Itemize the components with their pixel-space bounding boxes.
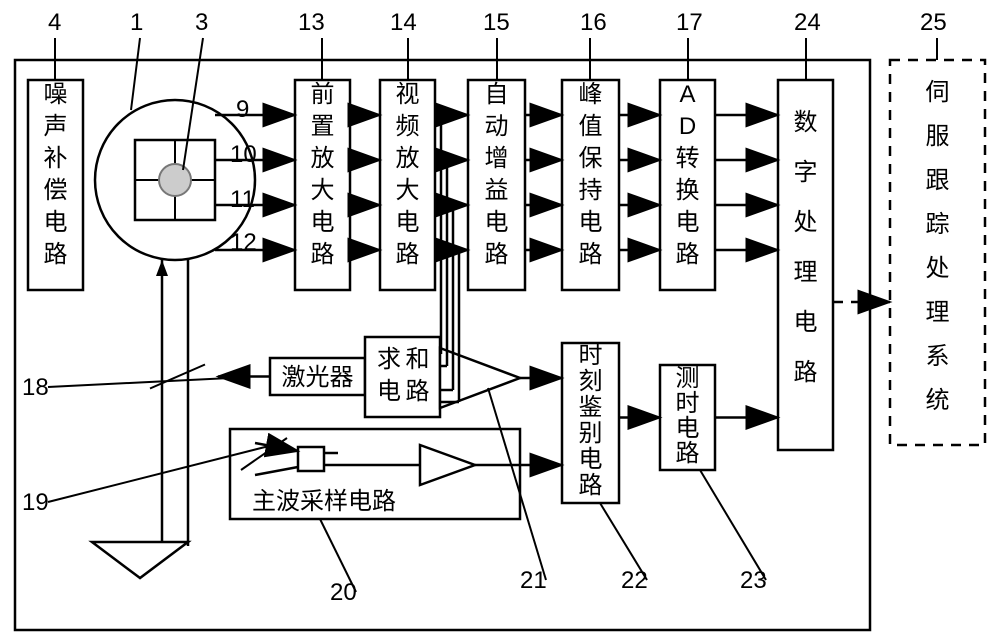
svg-text:益: 益	[485, 177, 509, 204]
svg-text:路: 路	[406, 378, 430, 405]
svg-text:15: 15	[483, 9, 510, 36]
svg-text:23: 23	[740, 567, 767, 594]
svg-text:理: 理	[794, 260, 818, 286]
svg-text:统: 统	[926, 387, 950, 414]
svg-text:跟: 跟	[926, 168, 950, 194]
svg-text:保: 保	[579, 145, 603, 172]
svg-text:自: 自	[485, 81, 509, 108]
svg-text:处: 处	[926, 255, 950, 282]
svg-text:服: 服	[926, 124, 950, 150]
svg-text:电: 电	[396, 209, 420, 236]
svg-text:激光器: 激光器	[282, 364, 354, 391]
svg-text:峰: 峰	[579, 81, 603, 108]
svg-text:字: 字	[794, 159, 818, 186]
svg-text:数: 数	[794, 109, 818, 136]
svg-text:19: 19	[22, 489, 49, 516]
svg-text:别: 别	[579, 420, 603, 447]
svg-text:路: 路	[794, 359, 818, 386]
svg-text:路: 路	[44, 241, 68, 268]
svg-text:鉴: 鉴	[579, 394, 603, 421]
svg-text:伺: 伺	[926, 79, 950, 106]
svg-text:踪: 踪	[926, 211, 950, 238]
svg-text:12: 12	[230, 229, 257, 256]
svg-text:增: 增	[485, 145, 509, 172]
svg-text:电: 电	[311, 209, 335, 236]
svg-text:时: 时	[579, 342, 603, 369]
svg-text:系: 系	[926, 343, 950, 370]
svg-text:理: 理	[926, 300, 950, 326]
svg-text:声: 声	[44, 113, 68, 140]
svg-text:25: 25	[920, 9, 947, 36]
svg-text:16: 16	[580, 9, 607, 36]
svg-text:17: 17	[676, 9, 703, 36]
svg-text:持: 持	[579, 177, 603, 204]
svg-text:视: 视	[396, 81, 420, 108]
svg-text:路: 路	[396, 241, 420, 268]
svg-text:24: 24	[794, 9, 821, 36]
svg-text:值: 值	[579, 113, 603, 140]
svg-text:频: 频	[396, 113, 420, 140]
svg-text:路: 路	[676, 440, 700, 467]
svg-text:电: 电	[485, 209, 509, 236]
svg-text:补: 补	[44, 145, 68, 172]
svg-text:路: 路	[579, 472, 603, 499]
svg-text:转: 转	[676, 145, 700, 172]
svg-text:D: D	[679, 113, 696, 140]
svg-text:电: 电	[676, 209, 700, 236]
svg-text:A: A	[679, 81, 695, 108]
svg-text:电: 电	[377, 378, 401, 405]
svg-text:噪: 噪	[44, 82, 68, 108]
svg-text:电: 电	[579, 446, 603, 473]
svg-text:1: 1	[130, 9, 143, 36]
svg-text:10: 10	[230, 141, 257, 168]
svg-text:动: 动	[485, 113, 509, 140]
svg-text:测: 测	[676, 365, 700, 392]
svg-text:9: 9	[236, 96, 249, 123]
svg-text:大: 大	[311, 177, 335, 204]
svg-text:换: 换	[676, 177, 700, 204]
svg-text:偿: 偿	[44, 177, 68, 204]
svg-text:3: 3	[195, 9, 208, 36]
sampler-plug	[298, 447, 324, 471]
svg-text:电: 电	[44, 209, 68, 236]
svg-text:电: 电	[794, 309, 818, 336]
svg-text:和: 和	[406, 346, 430, 373]
svg-text:求: 求	[377, 346, 401, 373]
svg-text:14: 14	[390, 9, 417, 36]
svg-text:路: 路	[676, 241, 700, 268]
svg-text:18: 18	[22, 374, 49, 401]
svg-text:电: 电	[676, 415, 700, 442]
svg-text:放: 放	[311, 145, 335, 172]
svg-text:大: 大	[396, 177, 420, 204]
svg-text:处: 处	[794, 209, 818, 236]
svg-text:前: 前	[311, 81, 335, 108]
svg-text:放: 放	[396, 145, 420, 172]
svg-text:置: 置	[311, 114, 335, 140]
svg-text:路: 路	[311, 241, 335, 268]
svg-text:主波采样电路: 主波采样电路	[252, 488, 396, 515]
svg-text:路: 路	[485, 241, 509, 268]
svg-text:电: 电	[579, 209, 603, 236]
svg-text:22: 22	[621, 567, 648, 594]
svg-text:刻: 刻	[579, 368, 603, 395]
svg-text:13: 13	[298, 9, 325, 36]
laser-spot	[159, 164, 191, 196]
svg-text:时: 时	[676, 390, 700, 417]
svg-text:路: 路	[579, 241, 603, 268]
svg-text:11: 11	[230, 186, 255, 213]
svg-text:4: 4	[48, 9, 61, 36]
